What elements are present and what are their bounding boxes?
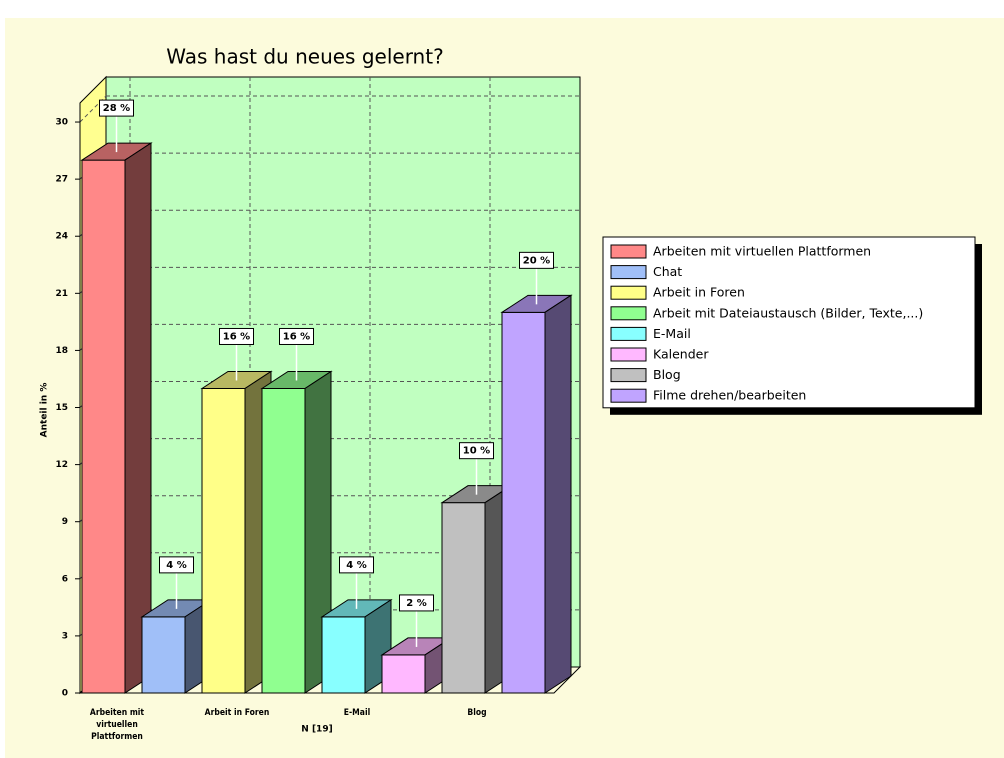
label-box	[279, 327, 314, 345]
bar-side	[544, 294, 572, 694]
bar-side	[124, 142, 152, 694]
legend-label: E-Mail	[653, 326, 691, 341]
legend-swatch	[610, 285, 647, 300]
label-box	[159, 556, 194, 574]
value-label: 4 %	[346, 560, 366, 571]
label-box	[339, 556, 374, 574]
x-tick-label: E-Mail	[343, 708, 370, 718]
legend-swatch	[610, 265, 647, 280]
value-label: 16 %	[223, 331, 250, 342]
value-label: 10 %	[463, 446, 490, 457]
bar-front	[81, 159, 126, 694]
y-tick-label: 18	[55, 346, 68, 356]
value-label: 20 %	[523, 255, 550, 266]
legend-label: Blog	[653, 367, 681, 382]
legend-label: Arbeit mit Dateiaustausch (Bilder, Texte…	[653, 305, 923, 320]
y-tick-label: 21	[55, 289, 68, 299]
legend-swatch	[610, 347, 647, 362]
label-box	[519, 251, 554, 269]
legend-label: Arbeiten mit virtuellen Plattformen	[653, 244, 871, 259]
legend-label: Chat	[653, 264, 682, 279]
bar-front	[261, 387, 306, 694]
bar-front	[321, 616, 366, 694]
value-label: 28 %	[103, 103, 130, 114]
annotation: N [19]	[301, 725, 332, 735]
y-tick-label: 30	[55, 118, 68, 128]
label-box	[219, 327, 254, 345]
y-tick-label: 12	[55, 460, 68, 470]
label-box	[99, 99, 134, 117]
y-tick-label: 9	[62, 517, 68, 527]
bar-front	[141, 616, 186, 694]
legend-swatch	[610, 388, 647, 403]
legend-swatch	[610, 244, 647, 259]
legend	[602, 236, 976, 409]
bar-front	[201, 387, 246, 694]
y-tick-label: 15	[55, 403, 68, 413]
value-label: 16 %	[283, 331, 310, 342]
y-tick-label: 24	[55, 232, 68, 242]
x-tick-label: Arbeiten mit virtuellen Plattformen	[89, 708, 144, 742]
y-tick-label: 6	[62, 574, 68, 584]
y-tick-label: 3	[62, 631, 68, 641]
legend-label: Arbeit in Foren	[653, 285, 745, 300]
x-tick-label: Arbeit in Foren	[204, 708, 269, 718]
legend-swatch	[610, 326, 647, 341]
legend-swatch	[610, 306, 647, 321]
x-tick-label: Blog	[466, 708, 487, 718]
bar-front	[441, 502, 486, 694]
chart-title: Was hast du neues gelernt?	[166, 45, 443, 69]
value-label: 2 %	[406, 598, 426, 609]
value-label: 4 %	[166, 560, 186, 571]
y-axis-label: Anteil in %	[40, 383, 50, 438]
legend-label: Filme drehen/bearbeiten	[653, 388, 806, 403]
bar-front	[381, 654, 426, 694]
label-box	[459, 442, 494, 460]
bar-front	[501, 311, 546, 694]
y-tick-label: 0	[62, 689, 68, 699]
label-box	[399, 594, 434, 612]
legend-label: Kalender	[653, 347, 709, 362]
y-tick-label: 27	[55, 175, 68, 185]
legend-swatch	[610, 368, 647, 383]
